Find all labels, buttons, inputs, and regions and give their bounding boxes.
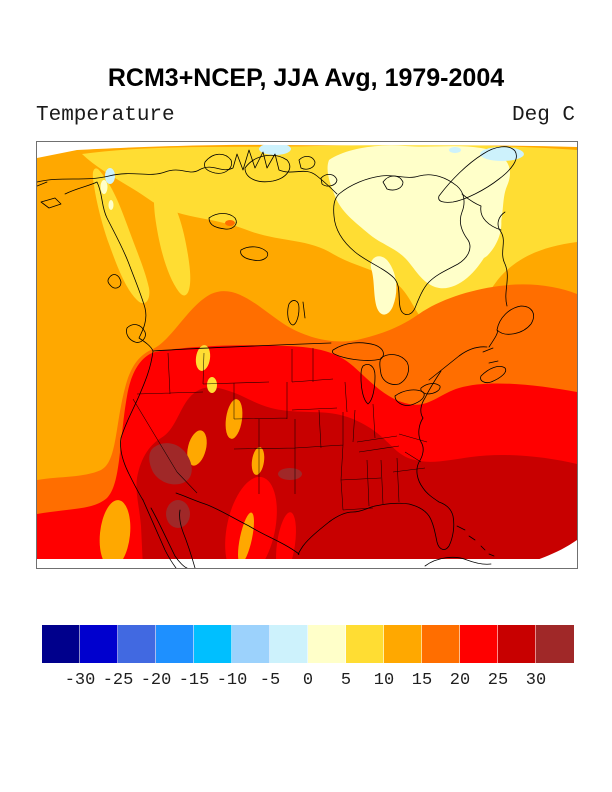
colorbar-tick--10: -10 <box>216 671 248 690</box>
east-coast-line <box>297 370 455 555</box>
map-fill-regions <box>37 142 577 568</box>
fill-detail-rockies-orange-1 <box>187 430 207 466</box>
colorbar-tick--30: -30 <box>64 671 96 690</box>
lake-winnipeg <box>287 300 306 326</box>
colorbar-tick-20: 20 <box>449 671 471 690</box>
temperature-map <box>37 142 577 568</box>
alaska-islands <box>37 181 62 209</box>
colorbar-tick-labels: -30 -25 -20 -15 -10 -5 0 5 10 15 20 25 30 <box>42 671 574 693</box>
lake-ontario <box>420 383 441 395</box>
colorbar-tick-0: 0 <box>302 671 314 690</box>
lake-michigan <box>360 364 376 405</box>
mexico-mainland-coast <box>179 509 196 568</box>
bahamas-islands <box>456 525 495 557</box>
fill-gt30C-desert-patch-3 <box>278 468 302 480</box>
fill-detail-mexico-orange-core <box>238 512 254 564</box>
colorbar-cell-< -30 <box>42 625 80 663</box>
colorbar-cell--5 to 0 <box>270 625 308 663</box>
victoria-island <box>244 154 291 183</box>
great-bear-lake <box>208 213 237 230</box>
southampton-island <box>382 175 404 191</box>
map-coastlines <box>37 146 534 568</box>
projection-edge-top <box>37 142 577 158</box>
great-slave-lake <box>240 246 269 261</box>
haida-gwaii-island <box>107 274 122 289</box>
colorbar-cell-10 to 15 <box>384 625 422 663</box>
fill-5-10C-bc-tongue <box>153 181 191 296</box>
us-mexico-border <box>175 492 300 555</box>
fill-0-5C-james-bay-lobe <box>370 256 397 315</box>
variable-label: Temperature <box>36 104 175 127</box>
colorbar-cell-20 to 25 <box>460 625 498 663</box>
labrador-coast <box>461 193 508 353</box>
colorbar-tick--25: -25 <box>102 671 134 690</box>
fill-detail-rockies-yellow-1 <box>195 345 211 371</box>
fill-5-10C-panhandle-strip <box>92 168 150 304</box>
west-coast-line <box>64 181 154 501</box>
colorbar-cell-25 to 30 <box>498 625 536 663</box>
units-label: Deg C <box>511 104 575 127</box>
colorbar-tick--5: -5 <box>259 671 281 690</box>
fill-detail-pacific-orange-tongue <box>99 500 131 568</box>
colorbar-tick-5: 5 <box>340 671 352 690</box>
colorbar-cell--25 to -20 <box>118 625 156 663</box>
st-lawrence-line <box>428 346 488 381</box>
small-arctic-islands <box>298 156 338 187</box>
colorbar-cell--30 to -25 <box>80 625 118 663</box>
fill-gt30C-desert-patch-1 <box>149 443 192 485</box>
fill-0-5C-hudson-arctic <box>327 145 510 289</box>
baja-inner-gulf <box>150 507 188 568</box>
fill-detail-rockies-yellow-2 <box>207 377 217 393</box>
baja-outer-coast <box>142 499 177 568</box>
colorbar-cell-0 to 5 <box>308 625 346 663</box>
colorbar-cell--15 to -10 <box>194 625 232 663</box>
state-border-lines <box>132 348 428 511</box>
projection-edge-bottom-right <box>511 540 577 568</box>
colorbar-cell-5 to 10 <box>346 625 384 663</box>
colorbar-tick--15: -15 <box>178 671 210 690</box>
fill-m5-0C-lake-4 <box>449 147 461 153</box>
baffin-island <box>438 146 517 203</box>
nova-scotia <box>480 360 507 384</box>
colorbar-tick-25: 25 <box>487 671 509 690</box>
colorbar-cell--20 to -15 <box>156 625 194 663</box>
figure-title: RCM3+NCEP, JJA Avg, 1979-2004 <box>107 64 505 92</box>
yucatan-cuba-arc <box>424 556 492 567</box>
colorbar <box>42 625 574 663</box>
fill-gt30C-desert-patch-2 <box>166 500 190 528</box>
colorbar-cell-15 to 20 <box>422 625 460 663</box>
fill-detail-canada-warm-spot <box>225 220 235 226</box>
colorbar-cell-> 30 <box>536 625 574 663</box>
colorbar-tick-30: 30 <box>525 671 547 690</box>
lake-erie <box>394 389 425 406</box>
fill-0-5C-coast-spot-1 <box>100 180 108 194</box>
colorbar-tick-10: 10 <box>373 671 395 690</box>
fill-m5-0C-lake-2 <box>480 147 524 161</box>
us-canada-border <box>152 342 332 352</box>
map-state-borders <box>132 348 428 511</box>
banks-island <box>204 153 232 174</box>
fill-0-5C-coast-spot-2 <box>108 200 114 210</box>
hudson-bay-outline <box>333 174 471 316</box>
newfoundland <box>496 305 534 335</box>
lake-huron <box>379 354 409 385</box>
colorbar-tick--20: -20 <box>140 671 172 690</box>
fill-m5-0C-lake-1 <box>259 143 291 155</box>
colorbar-tick-15: 15 <box>411 671 433 690</box>
colorbar-cell--10 to -5 <box>232 625 270 663</box>
map-frame <box>36 141 578 569</box>
arctic-mainland-coast <box>37 149 338 195</box>
fill-detail-rockies-orange-3 <box>251 447 265 475</box>
projection-edge-bottom <box>37 559 577 568</box>
fill-0-5C-ungava-lobe <box>461 195 502 260</box>
vancouver-island <box>126 324 146 343</box>
